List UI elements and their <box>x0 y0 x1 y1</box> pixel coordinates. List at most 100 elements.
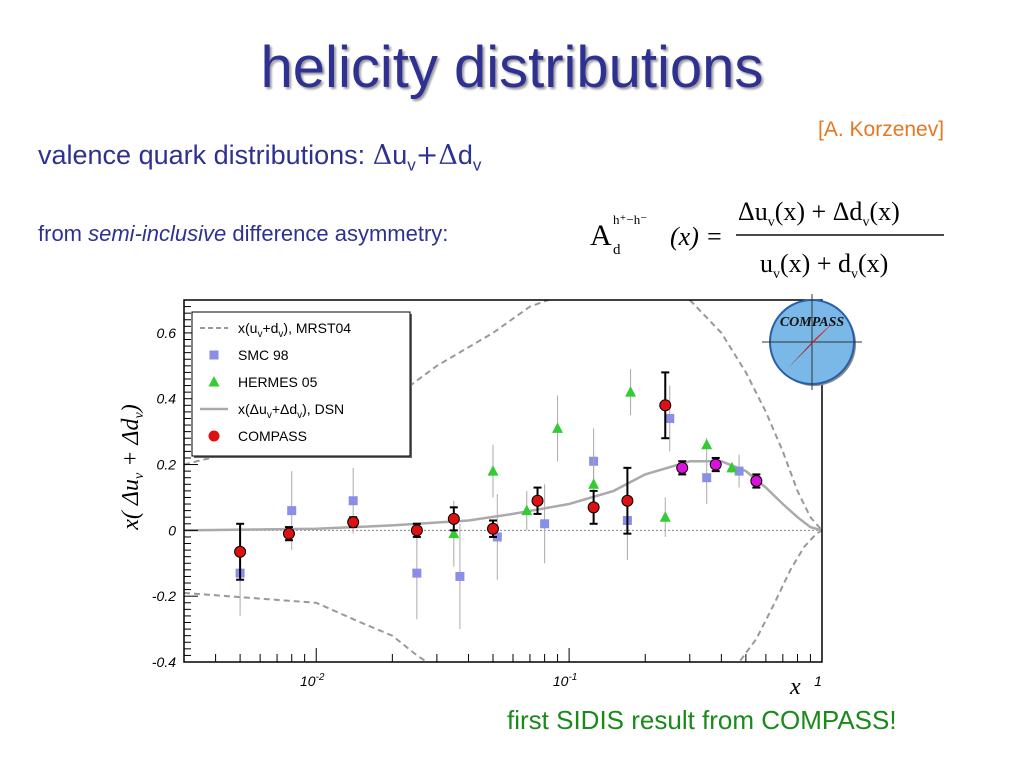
hermes-point-2 <box>521 504 533 516</box>
legend-label-mid: +Δd <box>272 401 297 417</box>
smc-point-1 <box>287 506 297 516</box>
smc-point-6 <box>540 519 550 529</box>
sub-v-2: v <box>472 155 482 175</box>
mrst-curve-lower-left <box>184 591 429 662</box>
delta-symbol-2: Δ <box>438 140 458 171</box>
delta-symbol-1: Δ <box>372 140 393 171</box>
x-tick-exp: -2 <box>316 672 325 683</box>
legend-marker-circle <box>208 430 220 442</box>
legend-marker-square <box>209 350 219 360</box>
formula-A-sub: d <box>613 242 621 258</box>
x-tick-base: 10 <box>300 673 316 689</box>
compass-point-7 <box>587 501 600 514</box>
legend-marker-triangle <box>208 376 220 387</box>
legend-label: COMPASS <box>238 428 307 444</box>
d-letter: d <box>457 140 473 170</box>
hermes-point-3 <box>552 422 564 433</box>
compass-point-4 <box>447 512 460 525</box>
curves-layer <box>184 300 822 662</box>
x-tick-label: 10-2 <box>300 672 325 689</box>
y-axis-label-sub2: v <box>132 411 147 418</box>
y-tick-label: -0.2 <box>152 588 176 604</box>
subtitle-prefix: valence quark distributions: <box>38 140 373 170</box>
legend-label-a: HERMES 05 <box>238 374 318 390</box>
x-axis-label: x <box>789 674 801 696</box>
x-tick-label: 10-1 <box>553 672 577 689</box>
logo-text: COMPASS <box>780 315 845 330</box>
x-tick-exp: -1 <box>568 672 577 683</box>
from-suffix: difference asymmetry: <box>226 221 449 246</box>
from-line: from semi-inclusive difference asymmetry… <box>38 221 448 247</box>
hermes-point-4 <box>588 478 600 489</box>
legend-label-end: ), MRST04 <box>283 320 351 336</box>
slide-title: helicity distributions <box>260 35 764 100</box>
x-tick-base: 1 <box>814 673 822 689</box>
formula-A-sup: h⁺−h⁻ <box>613 212 647 227</box>
smc-point-9 <box>665 413 675 423</box>
smc-point-3 <box>412 568 422 578</box>
legend-label-a: COMPASS <box>238 428 307 444</box>
y-axis-label: x( Δuv + Δdv) <box>118 404 147 530</box>
asymmetry-formula: A h⁺−h⁻ d (x) = Δuv(x) + Δdv(x) uv(x) + … <box>590 197 944 282</box>
formula-numerator: Δuv(x) + Δdv(x) <box>738 197 900 230</box>
compass-point-12 <box>750 475 763 487</box>
legend-label-a: SMC 98 <box>238 347 289 363</box>
helicity-chart: -0.4-0.200.20.40.610-2 10-1 1xx( Δuv + Δdv… <box>118 294 862 696</box>
legend-label-sub1: v <box>257 329 262 340</box>
mrst-curve-upper-right <box>689 300 822 532</box>
y-axis-label-b: + Δd <box>118 417 144 472</box>
compass-point-8 <box>621 494 634 507</box>
legend-label-sub1: v <box>267 410 272 421</box>
y-tick-label: 0.2 <box>157 457 177 473</box>
y-axis-label-c: ) <box>118 404 144 414</box>
points-layer <box>234 369 763 630</box>
legend-label: HERMES 05 <box>238 374 318 390</box>
formula-A: A <box>590 219 612 252</box>
compass-logo: COMPASS <box>762 294 862 390</box>
attribution: [A. Korzenev] <box>818 118 945 141</box>
legend-label-a: x(u <box>238 320 257 336</box>
hermes-point-6 <box>659 511 671 522</box>
legend-label: x(uv+dv), MRST04 <box>238 320 351 340</box>
hermes-point-8 <box>726 461 738 473</box>
hermes-point-7 <box>701 438 713 450</box>
y-tick-label: 0.6 <box>157 325 177 341</box>
compass-point-10 <box>676 461 689 474</box>
compass-point-1 <box>282 527 295 540</box>
legend-box <box>191 311 411 457</box>
compass-point-2 <box>347 516 360 529</box>
formula-denominator: uv(x) + dv(x) <box>760 249 888 282</box>
curves-clipped <box>184 300 822 662</box>
legend-label-sub2: v <box>278 329 283 340</box>
dsn-curve <box>184 460 822 532</box>
legend-label-mid: +d <box>262 320 278 336</box>
y-tick-label: -0.4 <box>152 654 176 670</box>
legend-label: x(Δuv+Δdv), DSN <box>238 401 344 421</box>
subtitle: valence quark distributions: Δuv+Δdv <box>38 140 481 175</box>
logo-needle-dark <box>788 338 816 368</box>
smc-point-11 <box>734 466 744 476</box>
hermes-point-0 <box>448 527 460 539</box>
legend-label: SMC 98 <box>238 347 289 363</box>
compass-point-5 <box>486 522 499 535</box>
plot-frame <box>183 299 823 663</box>
compass-point-9 <box>659 399 672 412</box>
legend-label-a: x(Δu <box>238 401 267 417</box>
x-tick-label: 1 <box>814 673 822 689</box>
legend-label-end: ), DSN <box>302 401 344 417</box>
footnote: first SIDIS result from COMPASS! <box>507 705 897 735</box>
sub-v-1: v <box>407 155 416 175</box>
smc-point-10 <box>702 473 712 483</box>
from-prefix: from <box>38 221 89 246</box>
smc-point-5 <box>492 532 502 542</box>
y-tick-label: 0 <box>168 522 176 538</box>
mrst-curve-lower-right <box>737 529 822 662</box>
x-tick-base: 10 <box>553 673 569 689</box>
semi-inclusive-text: semi-inclusive <box>88 221 227 246</box>
compass-point-3 <box>410 524 423 537</box>
plus-symbol: + <box>415 140 439 171</box>
hermes-point-5 <box>625 386 637 397</box>
smc-point-4 <box>455 571 465 581</box>
y-axis-label-sub1: v <box>132 472 147 479</box>
